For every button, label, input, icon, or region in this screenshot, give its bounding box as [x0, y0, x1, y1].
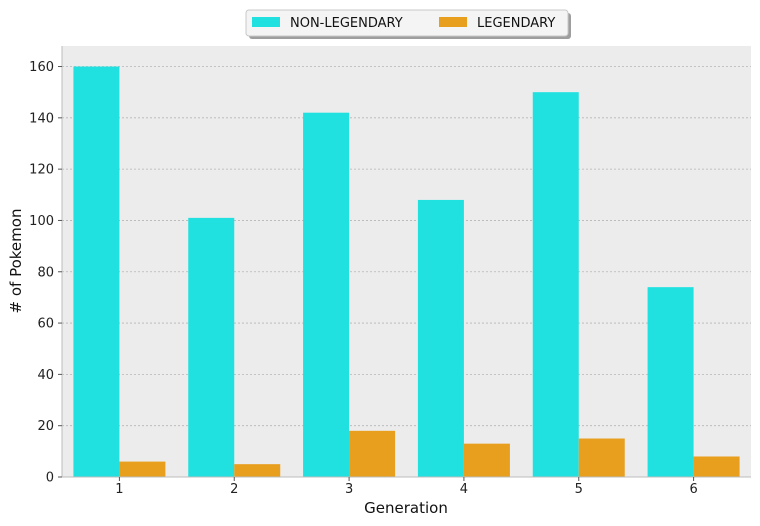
legend-label-non-legendary: NON-LEGENDARY: [290, 16, 403, 31]
legend-label-legendary: LEGENDARY: [477, 16, 555, 31]
y-tick-label: 0: [46, 471, 54, 486]
x-tick-label: 6: [689, 482, 697, 497]
bar-legendary-gen-6: [693, 456, 740, 477]
x-tick-label: 3: [345, 482, 353, 497]
bar-legendary-gen-2: [234, 464, 281, 477]
bar-legendary-gen-4: [463, 443, 510, 477]
bars: [73, 66, 740, 478]
legend: NON-LEGENDARY LEGENDARY: [245, 9, 571, 39]
bar-legendary-gen-1: [119, 461, 166, 477]
y-tick-label: 100: [29, 214, 54, 229]
bar-legendary-gen-3: [349, 430, 396, 477]
y-tick-label: 120: [29, 163, 54, 178]
y-tick-label: 80: [37, 265, 54, 280]
y-tick-label: 140: [29, 111, 54, 126]
x-axis-title: Generation: [364, 499, 448, 517]
y-tick-label: 160: [29, 60, 54, 75]
bar-non-legendary-gen-2: [188, 217, 235, 477]
x-tick-label: 2: [230, 482, 238, 497]
legend-box: [245, 9, 569, 37]
bar-non-legendary-gen-4: [417, 199, 464, 477]
bar-non-legendary-gen-1: [73, 66, 120, 478]
legend-swatch-non-legendary: [252, 17, 280, 27]
bar-non-legendary-gen-5: [532, 92, 579, 477]
y-ticks: 0 20 40 60 80 100 120 140 160: [29, 60, 62, 486]
y-tick-label: 40: [37, 368, 54, 383]
x-ticks: 1 2 3 4 5 6: [115, 477, 698, 497]
y-axis-title: # of Pokemon: [7, 209, 25, 314]
bar-non-legendary-gen-3: [303, 112, 350, 477]
x-tick-label: 1: [115, 482, 123, 497]
legend-swatch-legendary: [439, 17, 467, 27]
bar-non-legendary-gen-6: [647, 287, 694, 477]
x-tick-label: 4: [460, 482, 468, 497]
y-tick-label: 20: [37, 419, 54, 434]
x-tick-label: 5: [575, 482, 583, 497]
bar-legendary-gen-5: [578, 438, 625, 477]
y-tick-label: 60: [37, 317, 54, 332]
gridlines: [62, 66, 751, 427]
